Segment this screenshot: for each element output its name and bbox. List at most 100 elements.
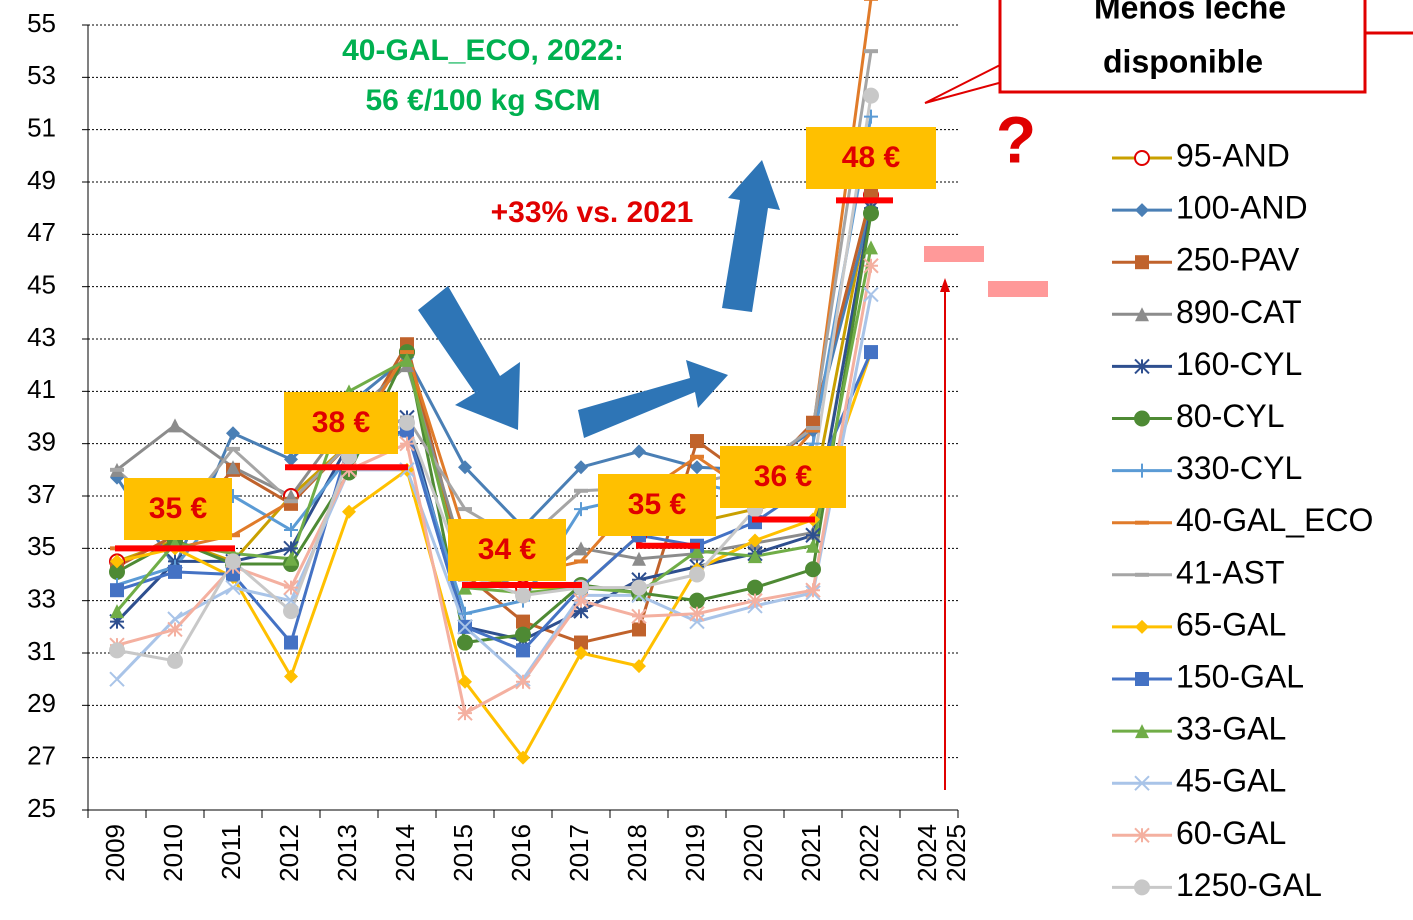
marker	[110, 583, 124, 598]
callout-box	[998, 0, 1367, 94]
callout-text: Menos leche	[1094, 0, 1286, 25]
marker	[1135, 619, 1149, 634]
x-tick-label: 2014	[390, 824, 420, 882]
y-tick-label: 39	[27, 427, 56, 457]
marker	[516, 643, 530, 658]
legend-label: 60-GAL	[1176, 815, 1286, 851]
marker	[168, 418, 182, 433]
y-tick-label: 49	[27, 165, 56, 195]
marker	[805, 561, 821, 578]
marker	[458, 606, 472, 621]
marker	[168, 564, 182, 579]
y-tick-label: 53	[27, 60, 56, 90]
marker	[399, 414, 415, 431]
marker	[1135, 203, 1149, 218]
series-line	[116, 351, 873, 653]
x-tick-label: 2018	[622, 824, 652, 882]
legend-label: 100-AND	[1176, 190, 1308, 226]
level-label: 38 €	[312, 406, 371, 439]
arrow-up-small	[578, 360, 728, 438]
level-box	[448, 519, 566, 581]
marker	[1135, 307, 1149, 322]
marker	[109, 671, 125, 687]
marker	[225, 579, 241, 596]
level-box	[598, 474, 716, 536]
marker	[458, 460, 472, 475]
marker	[109, 642, 125, 659]
dash-mark	[924, 246, 984, 262]
question-mark: ?	[996, 102, 1036, 176]
level-box	[284, 392, 398, 454]
series-line	[115, 294, 873, 682]
level-label: 35 €	[149, 492, 208, 525]
marker	[457, 619, 473, 635]
y-tick-label: 27	[27, 741, 56, 771]
marker	[747, 579, 763, 596]
marker	[574, 502, 588, 517]
marker	[1134, 410, 1150, 427]
x-tick-label: 2016	[506, 824, 536, 882]
marker	[1134, 879, 1150, 896]
marker	[574, 635, 588, 650]
marker	[284, 551, 298, 566]
level-box	[720, 446, 846, 508]
marker	[283, 540, 299, 557]
level-label: 48 €	[842, 141, 901, 174]
marker	[863, 258, 879, 274]
arrow-up-big	[722, 160, 780, 312]
marker	[632, 622, 646, 637]
rise-arrow-head	[940, 278, 950, 292]
y-tick-label: 41	[27, 374, 56, 404]
marker	[1134, 358, 1150, 375]
legend-label: 80-CYL	[1176, 398, 1285, 434]
legend-label: 41-AST	[1176, 554, 1284, 590]
marker	[284, 635, 298, 650]
level-label: 35 €	[628, 488, 687, 521]
marker	[574, 541, 588, 556]
marker	[690, 543, 704, 558]
marker	[516, 750, 530, 765]
legend-label: 95-AND	[1176, 137, 1290, 173]
marker	[631, 608, 647, 625]
marker	[863, 205, 879, 222]
series-line	[116, 351, 873, 761]
marker	[863, 87, 879, 104]
x-tick-label: 2010	[158, 824, 188, 882]
y-tick-label: 43	[27, 322, 56, 352]
marker	[1135, 255, 1149, 270]
marker	[283, 579, 299, 596]
marker	[864, 345, 878, 360]
marker	[689, 566, 705, 583]
marker	[1134, 775, 1150, 791]
marker	[1134, 150, 1150, 166]
marker	[747, 592, 763, 609]
legend-label: 65-GAL	[1176, 606, 1286, 642]
marker	[689, 592, 705, 609]
marker	[458, 674, 472, 689]
marker	[574, 646, 588, 660]
marker	[689, 606, 705, 622]
arrow-down	[418, 286, 520, 430]
marker	[1135, 672, 1149, 686]
legend-label: 1250-GAL	[1176, 867, 1322, 903]
marker	[167, 652, 183, 669]
legend-label: 33-GAL	[1176, 711, 1286, 747]
x-tick-label: 2012	[274, 824, 304, 882]
series-line	[115, 247, 873, 613]
y-tick-label: 55	[27, 8, 56, 38]
callout-text: disponible	[1103, 43, 1263, 79]
x-tick-label: 2009	[100, 824, 130, 882]
marker	[284, 452, 298, 467]
marker	[515, 626, 531, 643]
marker	[631, 579, 647, 596]
marker	[1135, 463, 1149, 478]
marker	[225, 553, 241, 570]
level-label: 36 €	[754, 460, 813, 493]
marker	[226, 460, 240, 475]
marker	[457, 634, 473, 651]
x-tick-label: 2025	[941, 824, 971, 882]
marker	[283, 603, 299, 620]
legend-label: 890-CAT	[1176, 294, 1302, 330]
dash-mark	[988, 281, 1048, 297]
